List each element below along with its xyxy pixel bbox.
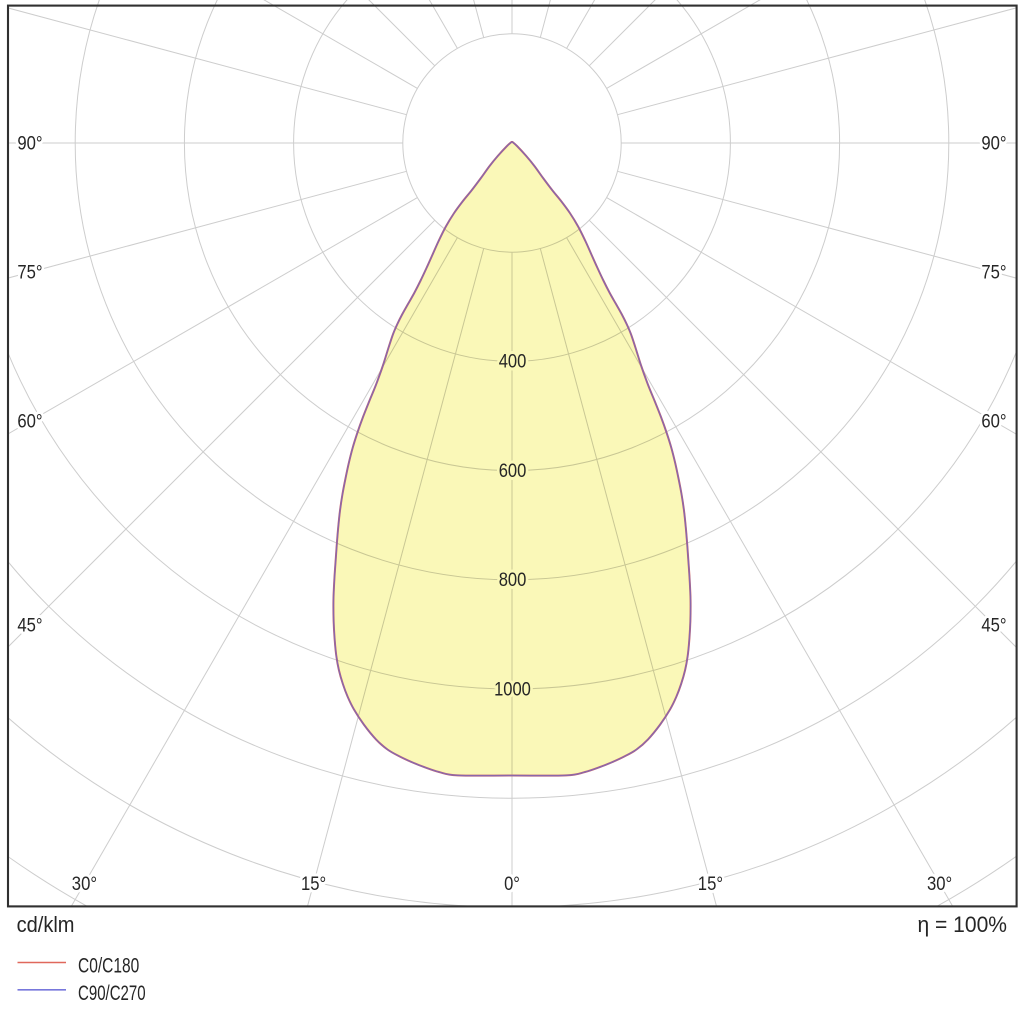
svg-text:1000: 1000 bbox=[494, 679, 531, 700]
svg-text:0°: 0° bbox=[504, 874, 520, 895]
svg-text:60°: 60° bbox=[17, 412, 42, 433]
svg-text:90°: 90° bbox=[17, 133, 42, 154]
svg-text:600: 600 bbox=[499, 461, 527, 482]
svg-text:30°: 30° bbox=[72, 874, 97, 895]
svg-text:400: 400 bbox=[499, 352, 527, 373]
svg-text:45°: 45° bbox=[17, 615, 42, 636]
svg-text:75°: 75° bbox=[17, 263, 42, 284]
svg-text:800: 800 bbox=[499, 570, 527, 591]
svg-text:C0/C180: C0/C180 bbox=[78, 955, 139, 978]
svg-text:15°: 15° bbox=[301, 874, 326, 895]
svg-text:60°: 60° bbox=[981, 412, 1006, 433]
svg-text:cd/klm: cd/klm bbox=[17, 912, 75, 937]
svg-text:30°: 30° bbox=[927, 874, 952, 895]
svg-text:C90/C270: C90/C270 bbox=[78, 982, 146, 1005]
svg-text:75°: 75° bbox=[981, 263, 1006, 284]
svg-text:90°: 90° bbox=[981, 133, 1006, 154]
svg-text:45°: 45° bbox=[981, 615, 1006, 636]
svg-text:η = 100%: η = 100% bbox=[918, 912, 1008, 937]
svg-text:15°: 15° bbox=[698, 874, 723, 895]
